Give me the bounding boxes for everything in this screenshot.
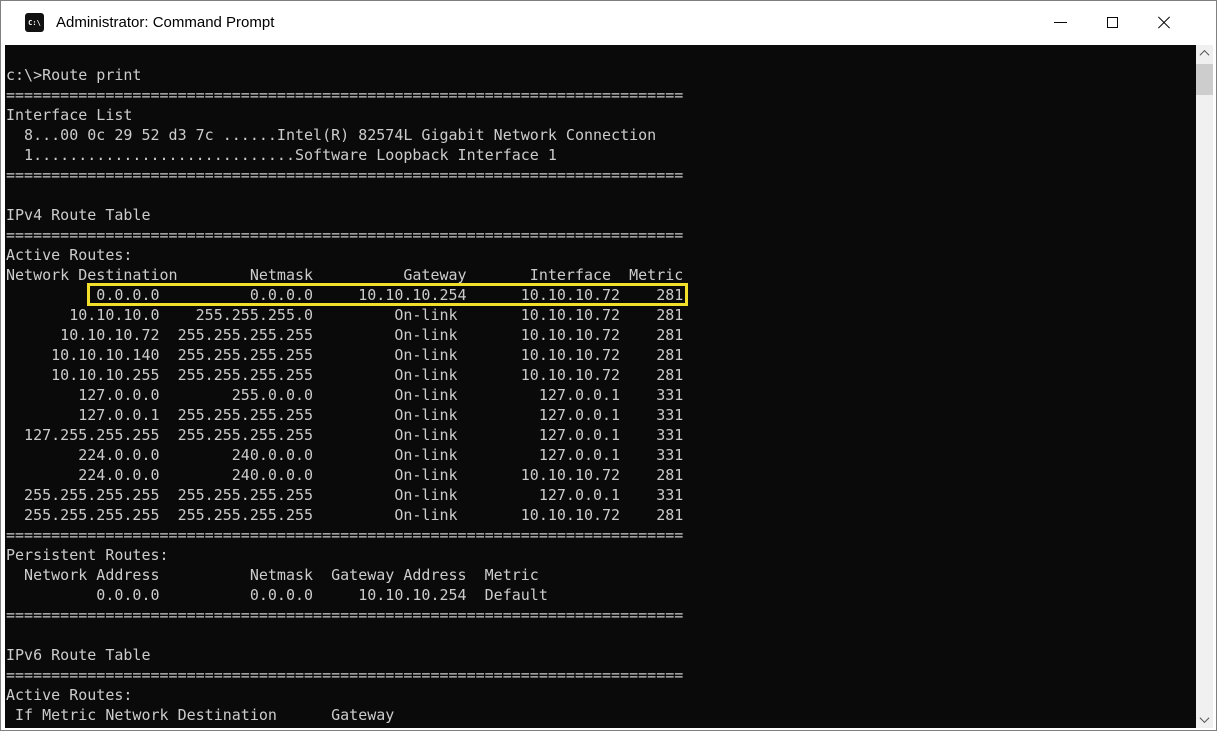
title-bar-left: C:\ Administrator: Command Prompt [1,13,274,32]
console-text: c:\>Route print ========================… [6,66,684,724]
close-button[interactable] [1138,1,1190,44]
maximize-icon [1106,17,1118,28]
scrollbar[interactable] [1196,45,1213,728]
maximize-button[interactable] [1086,1,1138,44]
close-icon [1157,16,1171,30]
scroll-up-button[interactable] [1196,45,1213,62]
scroll-down-button[interactable] [1196,711,1213,728]
cmd-icon: C:\ [25,13,44,32]
minimize-icon [1053,22,1067,23]
chevron-down-icon [1199,713,1210,724]
minimize-button[interactable] [1034,1,1086,44]
console-output[interactable]: c:\>Route print ========================… [5,45,1196,728]
scrollbar-thumb[interactable] [1196,64,1213,95]
chevron-up-icon [1199,49,1210,60]
window-controls [1034,1,1190,44]
title-bar[interactable]: C:\ Administrator: Command Prompt [1,1,1216,44]
window-title: Administrator: Command Prompt [56,14,275,31]
